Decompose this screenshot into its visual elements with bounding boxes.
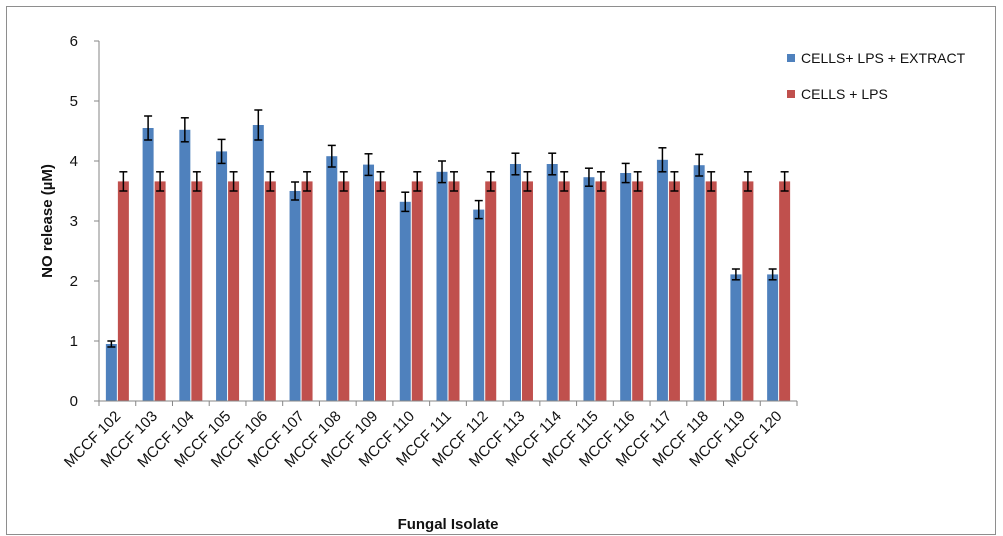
bar-lps — [779, 181, 791, 401]
y-tick-label: 4 — [70, 153, 78, 170]
bar-lps — [338, 181, 350, 401]
y-tick-label: 1 — [70, 333, 78, 350]
bar-extract — [583, 177, 595, 401]
bar-lps — [742, 181, 754, 401]
bar-extract — [363, 164, 375, 401]
bar-extract — [142, 128, 154, 401]
legend-swatch — [787, 90, 795, 98]
bar-extract — [509, 164, 521, 401]
legend: CELLS+ LPS + EXTRACT CELLS + LPS — [787, 50, 966, 102]
bar-extract — [105, 344, 117, 401]
bar-lps — [521, 181, 533, 401]
bar-lps — [264, 181, 276, 401]
bar-lps — [301, 181, 313, 401]
x-axis-title: Fungal Isolate — [398, 516, 499, 533]
bar-extract — [546, 164, 558, 401]
y-tick-label: 3 — [70, 213, 78, 230]
bar-lps — [558, 181, 570, 401]
y-axis-title: NO release (µM) — [39, 164, 56, 278]
bar-extract — [620, 173, 632, 401]
y-tick-label: 5 — [70, 93, 78, 110]
bar-extract — [326, 156, 338, 401]
bar-extract — [289, 191, 301, 401]
bar-lps — [154, 181, 166, 401]
y-tick-label: 6 — [70, 33, 78, 50]
bar-extract — [767, 274, 779, 401]
chart-frame — [6, 6, 996, 535]
bar-lps — [411, 181, 423, 401]
y-tick-label: 0 — [70, 393, 78, 410]
legend-swatch — [787, 54, 795, 62]
bar-extract — [179, 129, 191, 402]
y-axis: 0 1 2 3 4 5 6 — [70, 33, 100, 410]
bar-extract — [399, 201, 411, 401]
bar-lps — [632, 181, 644, 401]
bar-extract — [216, 151, 228, 401]
bar-lps — [448, 181, 460, 401]
bar-lps — [191, 181, 203, 401]
bar-lps — [117, 181, 129, 401]
bar-lps — [485, 181, 497, 401]
bar-lps — [668, 181, 680, 401]
bar-extract — [252, 125, 264, 401]
bar-lps — [705, 181, 717, 401]
legend-label: CELLS+ LPS + EXTRACT — [801, 50, 966, 66]
bar-extract — [693, 165, 705, 401]
bar-lps — [228, 181, 240, 401]
bar-lps — [375, 181, 387, 401]
legend-label: CELLS + LPS — [801, 86, 888, 102]
bar-extract — [730, 274, 742, 401]
bar-extract — [436, 171, 448, 401]
bar-extract — [473, 209, 485, 401]
bar-extract — [656, 159, 668, 401]
bar-lps — [595, 181, 607, 401]
plot-area — [105, 109, 791, 402]
y-tick-label: 2 — [70, 273, 78, 290]
